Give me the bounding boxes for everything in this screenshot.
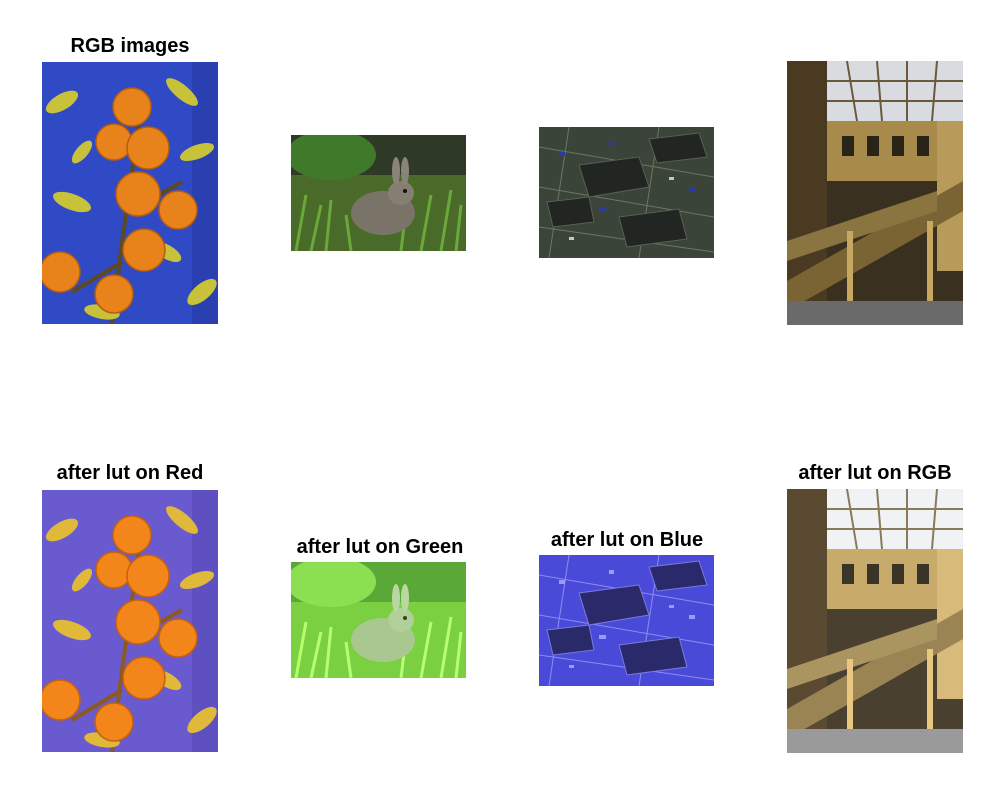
atrium-image [787,61,963,325]
title-rgb-images: RGB images [70,35,190,57]
rabbit-image [291,135,466,251]
oranges-lut-red-image [42,490,218,752]
circuit-image [539,127,714,258]
title-after-lut-green: after lut on Green [296,536,464,558]
title-after-lut-rgb: after lut on RGB [798,462,952,484]
atrium-lut-rgb-image [787,489,963,753]
circuit-lut-blue-image [539,555,714,686]
rabbit-lut-green-image [291,562,466,678]
title-after-lut-blue: after lut on Blue [550,529,704,551]
oranges-image [42,62,218,324]
title-after-lut-red: after lut on Red [56,462,204,484]
